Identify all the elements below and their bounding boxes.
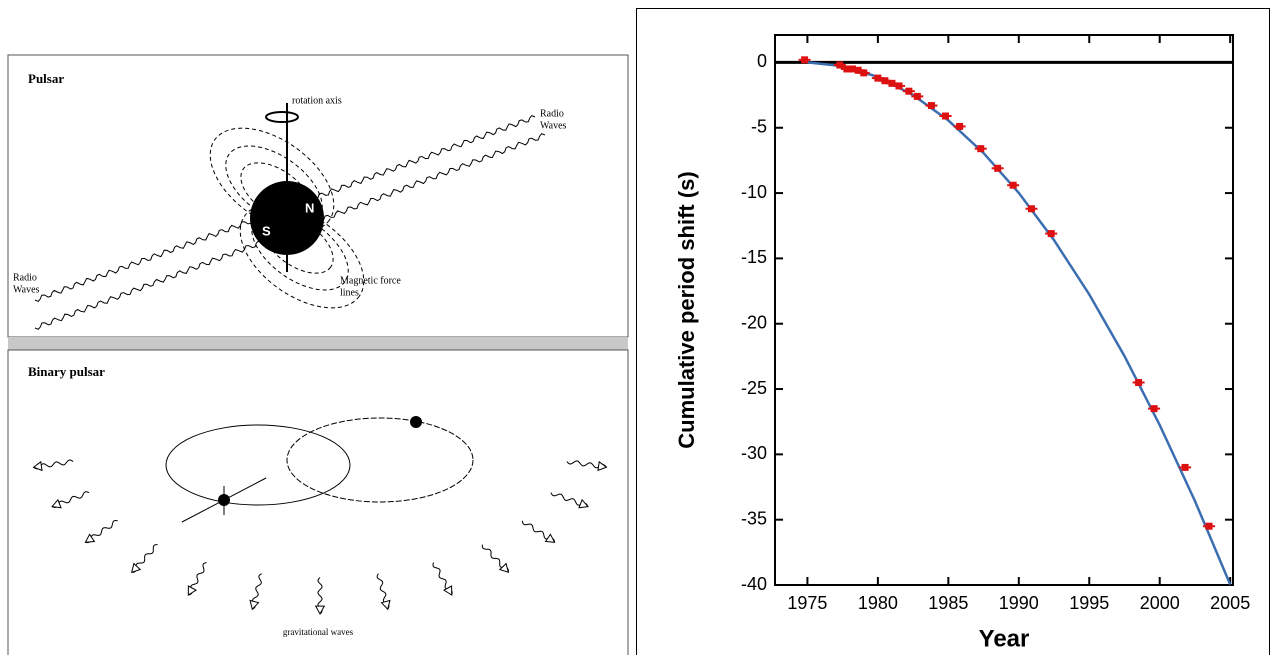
annotation: rotation axis — [292, 95, 342, 106]
y-tick-label: 0 — [757, 51, 767, 71]
pulsar-star — [250, 181, 324, 255]
annotation: gravitational waves — [283, 627, 354, 637]
annotation: Magnetic force — [340, 275, 401, 286]
gravitational-wave-arrows — [32, 459, 608, 616]
divider — [8, 337, 628, 350]
y-tick-label: -35 — [741, 508, 767, 528]
x-tick-label: 1995 — [1069, 593, 1109, 613]
arrowhead — [544, 533, 556, 543]
arrowhead — [578, 498, 589, 509]
chart: 0 -5 -10 -15 -20 -25 -30 -35 -40 1975 1980 1985 1990… — [674, 34, 1250, 652]
companion-star — [410, 416, 422, 428]
arrowhead — [597, 460, 608, 472]
y-tick-label: -10 — [741, 182, 767, 202]
x-tick-label: 2000 — [1140, 593, 1180, 613]
arrowhead — [187, 585, 197, 596]
y-tick-label: -30 — [741, 443, 767, 463]
pole-label: S — [262, 223, 271, 238]
x-tick-label: 1985 — [928, 593, 968, 613]
panel-title: Pulsar — [28, 71, 64, 86]
plot-area — [774, 34, 1234, 586]
x-axis-title: Year — [979, 625, 1030, 652]
arrowhead — [249, 599, 260, 611]
annotation: Waves — [13, 284, 40, 295]
annotation: lines — [340, 287, 359, 298]
annotation: Radio — [540, 108, 564, 119]
y-tick-label: -25 — [741, 378, 767, 398]
x-tick-label: 1980 — [858, 593, 898, 613]
arrowhead — [51, 498, 62, 509]
arrowhead — [443, 585, 453, 596]
orbit — [165, 424, 351, 506]
y-axis-title: Cumulative period shift (s) — [674, 171, 699, 448]
arrowhead — [314, 605, 326, 616]
chart-frame — [636, 8, 1270, 655]
arrowhead — [130, 562, 142, 574]
y-tick-label: -5 — [751, 117, 767, 137]
pole-label: N — [305, 200, 314, 215]
x-tick-label: 2005 — [1210, 593, 1250, 613]
x-tick-label: 1975 — [787, 593, 827, 613]
annotation: Waves — [540, 120, 567, 131]
spin-ring — [265, 111, 299, 123]
arrowhead — [84, 533, 96, 543]
arrowhead — [498, 562, 510, 574]
orbit — [286, 417, 474, 503]
y-tick-label: -15 — [741, 247, 767, 267]
arrowhead — [380, 599, 391, 611]
y-tick-label: -20 — [741, 312, 767, 332]
annotation: Radio — [13, 272, 37, 283]
diagrams: Pulsar S N rotation axis Radio Waves Rad… — [7, 54, 629, 655]
arrowhead — [32, 460, 43, 472]
panel-title: Binary pulsar — [28, 364, 105, 379]
x-tick-label: 1990 — [999, 593, 1039, 613]
y-tick-label: -40 — [741, 574, 767, 594]
